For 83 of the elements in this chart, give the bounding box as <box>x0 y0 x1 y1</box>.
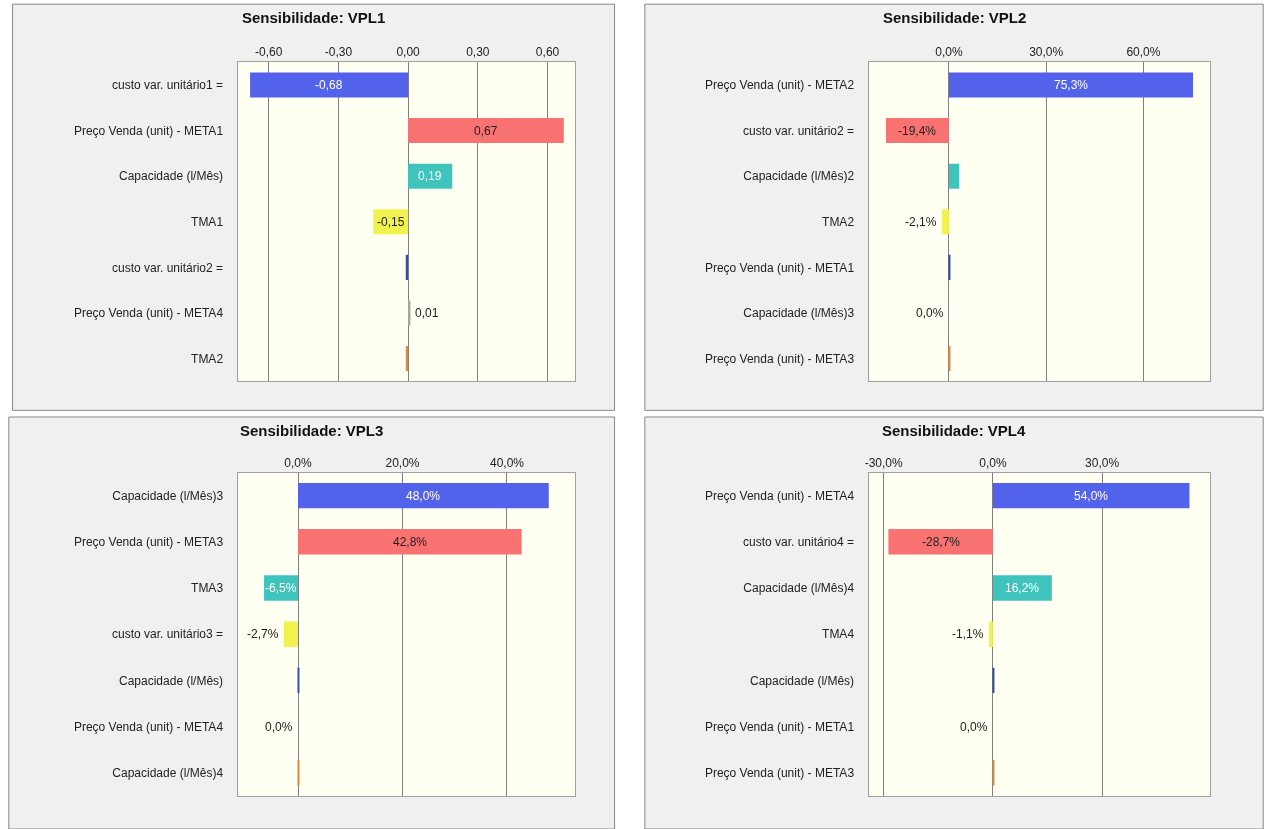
data-label: 0,0% <box>916 306 944 320</box>
x-tick-label: 0,0% <box>935 45 963 60</box>
y-tick-label: Preço Venda (unit) - META3 <box>704 765 855 780</box>
x-tick-label: 0,00 <box>396 45 421 60</box>
bar <box>298 529 522 555</box>
data-label: 16,2% <box>1005 581 1040 595</box>
x-tick-label: -0,60 <box>255 45 283 60</box>
data-label: 75,3% <box>1054 78 1089 92</box>
bar <box>948 163 960 189</box>
x-tick-label: 60,0% <box>1126 45 1161 60</box>
data-label: 0,0% <box>265 720 293 734</box>
y-tick-label: Preço Venda (unit) - META1 <box>73 123 224 138</box>
bar <box>408 118 564 144</box>
bar <box>948 346 951 372</box>
bar <box>250 72 409 98</box>
y-tick-label: TMA1 <box>191 214 224 229</box>
y-tick-label: Preço Venda (unit) - META3 <box>704 351 855 366</box>
y-tick-label: Capacidade (l/Mês) <box>750 673 855 688</box>
y-tick-label: Preço Venda (unit) - META4 <box>73 719 224 734</box>
chart-title: Sensibilidade: VPL3 <box>240 422 384 439</box>
y-tick-label: Capacidade (l/Mês)3 <box>743 306 855 321</box>
x-tick-label: 0,30 <box>466 45 490 60</box>
x-tick-label: 30,0% <box>1085 455 1120 470</box>
bar <box>992 760 995 786</box>
bar <box>948 72 1194 98</box>
data-label: -1,1% <box>952 627 984 641</box>
bar <box>992 667 995 694</box>
bar <box>988 621 993 647</box>
data-label: -0,68 <box>315 78 343 92</box>
y-tick-label: Preço Venda (unit) - META2 <box>704 78 855 93</box>
data-label: -28,7% <box>922 535 961 549</box>
bar <box>297 760 300 786</box>
x-tick-label: 0,0% <box>284 455 313 470</box>
data-label: 54,0% <box>1074 489 1109 503</box>
bar <box>948 254 951 280</box>
x-tick-label: -0,30 <box>324 45 353 60</box>
data-label: 0,67 <box>474 124 498 138</box>
y-tick-label: custo var. unitário2 = <box>111 260 224 275</box>
x-tick-label: 20,0% <box>385 455 420 470</box>
data-label: -19,4% <box>898 124 937 138</box>
y-tick-label: TMA4 <box>822 627 855 642</box>
y-tick-label: TMA3 <box>191 581 224 596</box>
y-tick-label: Capacidade (l/Mês)4 <box>112 765 224 780</box>
chart-title: Sensibilidade: VPL4 <box>882 422 1027 439</box>
x-tick-label: -30,0% <box>864 455 904 470</box>
y-tick-label: Preço Venda (unit) - META4 <box>704 488 855 503</box>
y-tick-label: Capacidade (l/Mês)2 <box>743 169 855 184</box>
bar <box>283 621 299 647</box>
bar <box>297 667 300 694</box>
y-tick-label: TMA2 <box>191 351 224 366</box>
y-tick-label: custo var. unitário4 = <box>742 535 855 550</box>
data-label: 0,19 <box>418 169 442 183</box>
y-tick-label: custo var. unitário2 = <box>742 123 855 138</box>
data-label: -2,7% <box>247 627 279 641</box>
data-label: -2,1% <box>905 215 937 229</box>
y-tick-label: Capacidade (l/Mês) <box>119 169 224 184</box>
x-tick-label: 0,0% <box>979 455 1007 470</box>
data-label: 0,0% <box>960 720 988 734</box>
data-label: 48,0% <box>406 489 441 503</box>
bar <box>298 482 549 509</box>
y-tick-label: custo var. unitário1 = <box>111 78 224 93</box>
bar <box>888 529 993 555</box>
bar <box>942 209 949 235</box>
data-label: 0,01 <box>415 306 439 320</box>
y-tick-label: Capacidade (l/Mês)3 <box>112 488 224 503</box>
x-tick-label: 0,60 <box>535 45 560 60</box>
chart-title: Sensibilidade: VPL2 <box>883 9 1027 26</box>
y-tick-label: Capacidade (l/Mês)4 <box>743 581 855 596</box>
bar <box>992 575 1052 601</box>
y-tick-label: Preço Venda (unit) - META3 <box>73 535 224 550</box>
chart-title: Sensibilidade: VPL1 <box>242 9 386 26</box>
bar <box>992 482 1190 509</box>
y-tick-label: Preço Venda (unit) - META1 <box>704 260 855 275</box>
x-tick-label: 40,0% <box>489 455 525 470</box>
x-tick-label: 30,0% <box>1029 45 1064 60</box>
y-tick-label: Preço Venda (unit) - META1 <box>704 719 855 734</box>
y-tick-label: custo var. unitário3 = <box>111 627 224 642</box>
y-tick-label: Capacidade (l/Mês) <box>119 673 224 688</box>
y-tick-label: TMA2 <box>822 214 855 229</box>
data-label: -0,15 <box>377 215 405 229</box>
y-tick-label: Preço Venda (unit) - META4 <box>73 306 224 321</box>
data-label: 42,8% <box>393 535 428 549</box>
data-label: -6,5% <box>265 581 297 595</box>
